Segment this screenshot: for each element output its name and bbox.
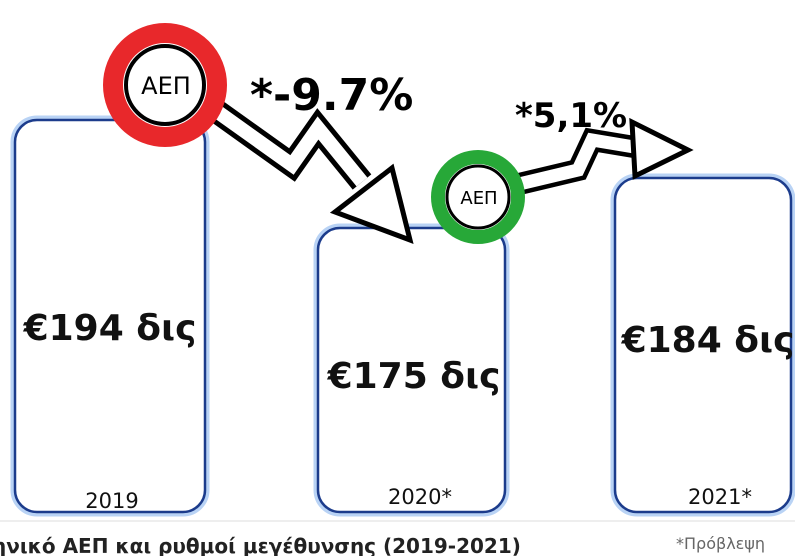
year: 2019 bbox=[85, 489, 138, 513]
box-2020: €175 δις 2020* bbox=[313, 223, 510, 517]
footnote: *Πρόβλεψη bbox=[676, 534, 765, 553]
change: *-9.7% bbox=[250, 70, 413, 121]
year: 2021* bbox=[688, 485, 752, 509]
arrow-down bbox=[208, 100, 414, 245]
box-2019: €194 δις 2019 bbox=[10, 115, 210, 517]
badge-label: ΑΕΠ bbox=[141, 72, 191, 100]
value: €175 δις bbox=[327, 356, 501, 397]
change: *5,1% bbox=[515, 96, 627, 136]
box-2021: €184 δις 2021* bbox=[610, 173, 795, 517]
value: €184 δις bbox=[621, 320, 795, 361]
badge-label: ΑΕΠ bbox=[460, 188, 497, 209]
caption: ηνικό ΑΕΠ και ρυθμοί μεγέθυνσης (2019-20… bbox=[0, 534, 521, 556]
year: 2020* bbox=[388, 485, 452, 509]
arrow-up bbox=[512, 117, 694, 196]
badge-red: ΑΕΠ bbox=[103, 23, 227, 147]
value: €194 δις bbox=[23, 308, 197, 349]
badge-green: ΑΕΠ bbox=[431, 150, 525, 244]
